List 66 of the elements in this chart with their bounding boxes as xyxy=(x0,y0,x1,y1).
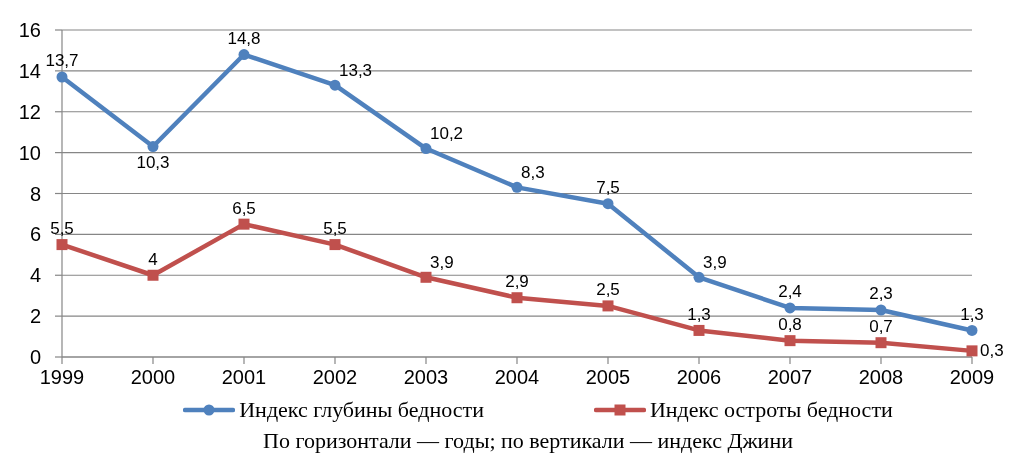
y-tick-label: 8 xyxy=(29,182,41,205)
data-label: 1,3 xyxy=(687,304,711,324)
x-tick-label: 2000 xyxy=(130,366,176,389)
data-label: 3,9 xyxy=(702,253,727,273)
point xyxy=(602,198,614,210)
y-tick-label: 2 xyxy=(29,305,41,328)
data-label: 5,5 xyxy=(50,219,74,239)
x-tick-label: 2007 xyxy=(767,366,813,389)
y-tick-label: 0 xyxy=(29,346,41,369)
text: По горизонтали — годы; по вертикали — индекс Джини xyxy=(262,427,794,455)
point xyxy=(147,269,159,281)
point xyxy=(602,300,614,312)
data-label: 8,3 xyxy=(520,163,545,183)
x-tick-label: 2003 xyxy=(403,366,449,389)
x-tick-label: 2004 xyxy=(494,366,540,389)
x-tick-label: 2005 xyxy=(585,366,631,389)
point xyxy=(56,239,68,251)
point xyxy=(693,271,705,283)
point xyxy=(420,271,432,283)
data-label: 6,5 xyxy=(232,198,256,218)
data-label: 0,3 xyxy=(979,341,1004,361)
data-label: 2,3 xyxy=(869,284,893,304)
y-tick-label: 14 xyxy=(18,59,41,82)
point xyxy=(784,302,796,314)
point xyxy=(784,335,796,347)
data-label: 4 xyxy=(148,249,158,269)
data-label: 2,9 xyxy=(505,272,529,292)
y-tick-label: 10 xyxy=(18,141,41,164)
y-tick-label: 12 xyxy=(18,100,41,123)
data-label: 1,3 xyxy=(960,304,984,324)
point xyxy=(329,79,341,91)
data-label: 2,4 xyxy=(778,282,802,302)
x-tick-label: 2002 xyxy=(312,366,358,389)
y-tick-label: 6 xyxy=(29,223,41,246)
legend-label: Индекс глубины бедности xyxy=(239,397,484,423)
point xyxy=(511,181,523,193)
data-label: 2,5 xyxy=(596,280,620,300)
x-tick-label: 2008 xyxy=(858,366,904,389)
data-label: 13,7 xyxy=(45,51,79,71)
point xyxy=(875,337,887,349)
point xyxy=(238,49,250,61)
legend-label: Индекс остроты бедности xyxy=(649,397,893,423)
y-tick-label: 16 xyxy=(18,19,41,42)
point xyxy=(147,140,159,152)
y-tick-label: 4 xyxy=(29,264,41,287)
data-label: 3,9 xyxy=(429,253,454,273)
point xyxy=(420,143,432,155)
point xyxy=(966,345,978,357)
x-tick-label: 1999 xyxy=(39,366,85,389)
data-label: 14,8 xyxy=(227,28,261,48)
data-label: 10,3 xyxy=(136,153,170,173)
point xyxy=(511,292,523,304)
data-label: 5,5 xyxy=(323,219,347,239)
data-label: 13,3 xyxy=(338,61,373,81)
x-tick-label: 2001 xyxy=(221,366,267,389)
x-tick-label: 2009 xyxy=(949,366,995,389)
data-label: 10,2 xyxy=(429,124,464,144)
data-label: 7,5 xyxy=(596,178,620,198)
point xyxy=(875,304,887,316)
data-label: 0,7 xyxy=(869,317,893,337)
data-label: 0,8 xyxy=(778,315,802,335)
point xyxy=(238,218,250,230)
point xyxy=(329,239,341,251)
point xyxy=(966,324,978,336)
point xyxy=(693,324,705,336)
x-tick-label: 2006 xyxy=(676,366,722,389)
